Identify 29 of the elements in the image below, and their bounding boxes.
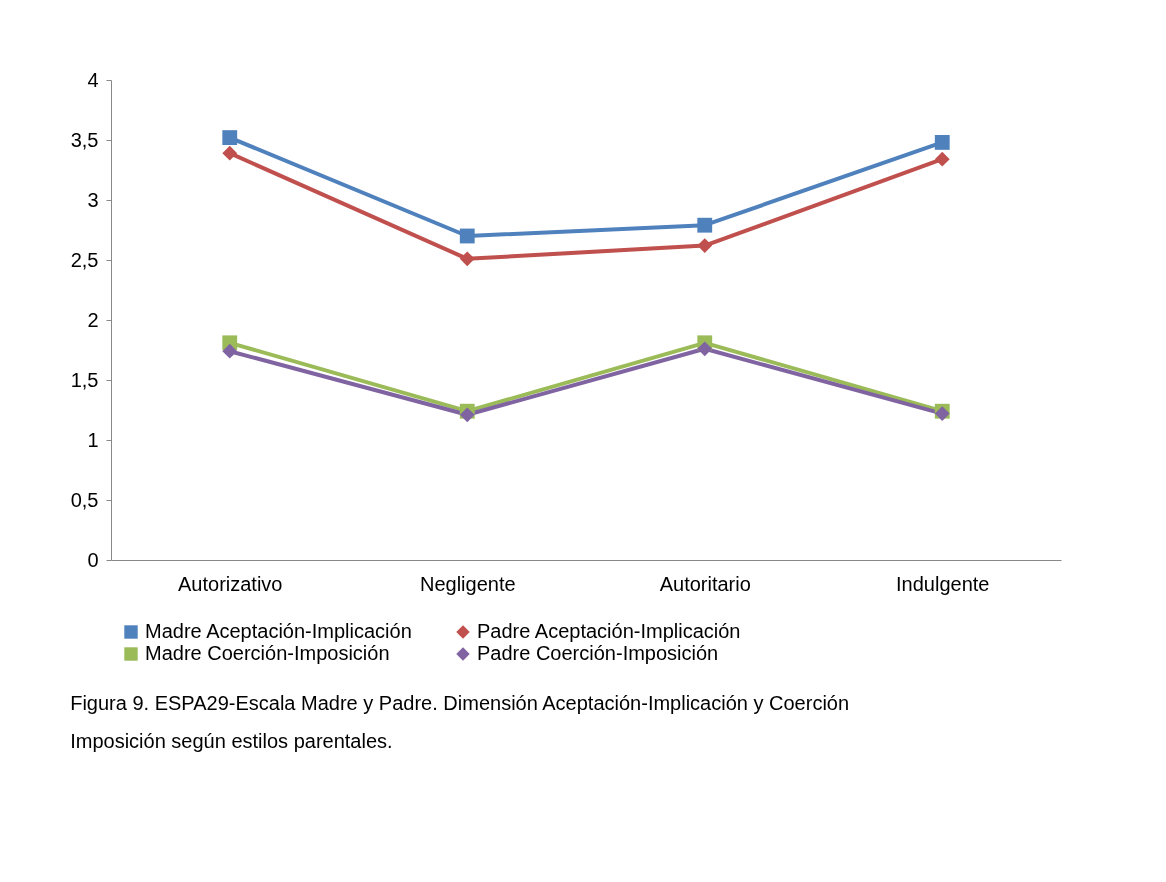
point (934, 134, 950, 150)
point (459, 407, 475, 423)
x-tick-label: Indulgente (896, 572, 990, 595)
y-tick-label: 2,5 (70, 248, 99, 271)
point (459, 251, 475, 267)
y-tick-label: 0,5 (70, 488, 99, 511)
point (697, 217, 713, 233)
point (222, 343, 238, 359)
point (697, 238, 713, 254)
y-tick-label: 3 (87, 188, 99, 211)
text: Figura 9. ESPA29-Escala Madre y Padre. Dimensión Aceptación-Implicación y Coerción Imposición según estilos parentales. (70, 692, 850, 752)
legend-label: Padre Aceptación-Implicación (477, 620, 741, 642)
point (222, 130, 238, 146)
y-tick-label: 4 (87, 68, 99, 91)
point (697, 341, 713, 357)
y-tick-label: 1,5 (70, 368, 99, 391)
point (459, 228, 475, 244)
x-tick-label: Negligente (419, 572, 516, 595)
point (222, 145, 238, 161)
y-tick-label: 2 (87, 308, 99, 331)
y-tick-label: 3,5 (70, 128, 99, 151)
x-tick-label: Autorizativo (178, 572, 283, 595)
point (934, 151, 950, 167)
legend-label: Madre Aceptación-Implicación (145, 620, 412, 642)
x-tick-label: Autoritario (659, 572, 751, 595)
y-tick-label: 0 (87, 548, 99, 571)
legend-label: Madre Coerción-Imposición (145, 642, 390, 664)
legend-label: Padre Coerción-Imposición (477, 642, 719, 664)
y-tick-label: 1 (87, 428, 99, 451)
